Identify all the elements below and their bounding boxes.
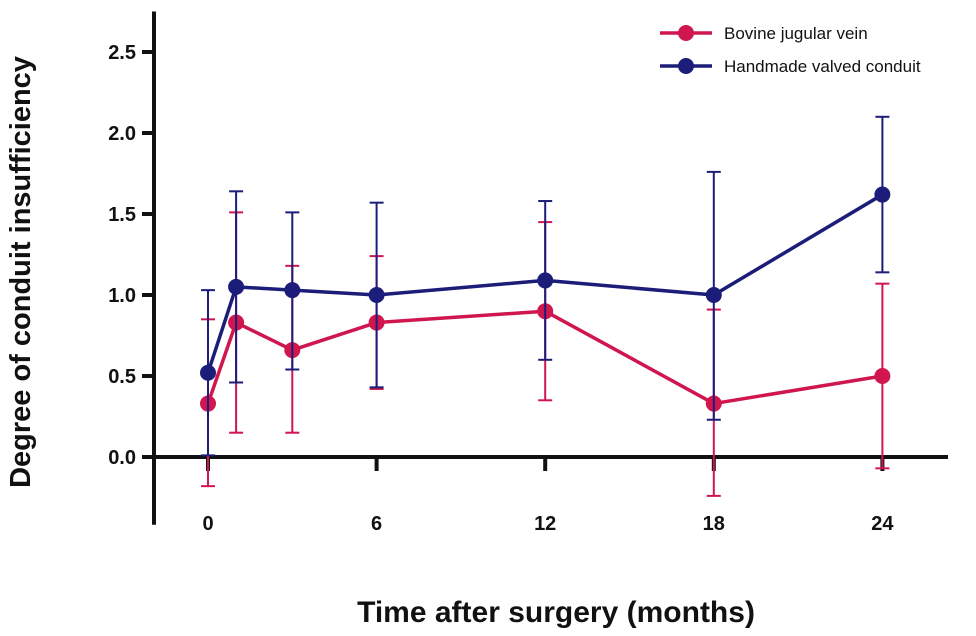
x-tick-label: 12 xyxy=(534,513,556,535)
data-point xyxy=(705,287,722,303)
data-point xyxy=(228,278,245,295)
legend-marker xyxy=(678,58,694,74)
y-tick-label: 0.5 xyxy=(108,366,136,388)
series-2 xyxy=(200,115,891,457)
y-tick-label: 0.0 xyxy=(108,447,136,469)
data-point xyxy=(368,287,385,303)
legend-label: Handmade valved conduit xyxy=(724,57,921,76)
x-tick-label: 0 xyxy=(202,513,213,535)
y-tick-label: 1.0 xyxy=(108,285,136,307)
data-point xyxy=(200,364,216,381)
axes: 0.0 0.5 1.0 1.5 2.0 2.5 0 6 12 18 24 xyxy=(108,11,948,535)
x-axis-title: Time after surgery (months) xyxy=(357,596,755,629)
data-point xyxy=(874,368,891,384)
y-tick-label: 2.0 xyxy=(108,123,136,145)
legend: Bovine jugular vein Handmade valved condu… xyxy=(660,24,921,76)
legend-marker xyxy=(678,25,694,41)
x-tick-label: 24 xyxy=(871,513,894,535)
series-layer xyxy=(200,115,891,497)
data-point xyxy=(284,282,301,299)
data-point xyxy=(537,272,554,289)
legend-label: Bovine jugular vein xyxy=(724,24,868,43)
y-axis-title: Degree of conduit insufficiency xyxy=(5,56,37,488)
y-tick-label: 2.5 xyxy=(108,42,136,64)
x-tick-label: 6 xyxy=(371,513,382,535)
y-tick-label: 1.5 xyxy=(108,204,136,226)
data-point xyxy=(874,186,891,203)
x-tick-label: 18 xyxy=(703,513,725,535)
